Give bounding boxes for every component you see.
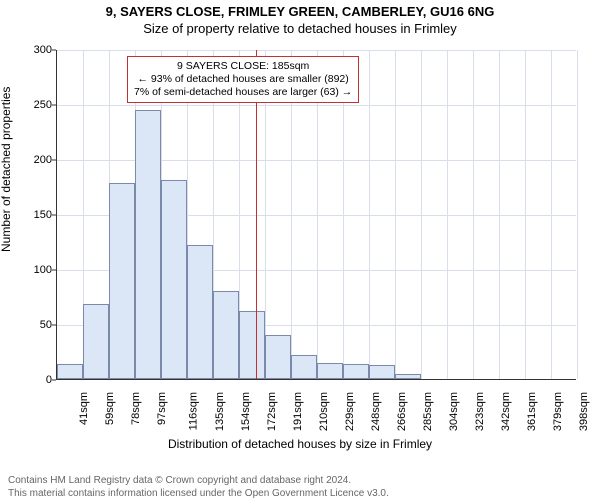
- y-tick-label: 200: [30, 154, 52, 166]
- x-tick-label: 78sqm: [130, 392, 142, 425]
- title-address: 9, SAYERS CLOSE, FRIMLEY GREEN, CAMBERLE…: [0, 4, 600, 19]
- y-tick-mark: [52, 380, 56, 381]
- histogram-bar: [343, 364, 369, 379]
- histogram-bar: [291, 355, 317, 379]
- histogram-bar: [369, 365, 395, 379]
- x-tick-label: 135sqm: [214, 392, 226, 431]
- y-tick-mark: [52, 215, 56, 216]
- x-tick-label: 361sqm: [526, 392, 538, 431]
- footer-attribution: Contains HM Land Registry data © Crown c…: [8, 475, 389, 500]
- gridline-v: [577, 50, 578, 379]
- x-tick-label: 41sqm: [78, 392, 90, 425]
- y-tick-label: 150: [30, 209, 52, 221]
- y-tick-mark: [52, 270, 56, 271]
- y-tick-label: 100: [30, 264, 52, 276]
- x-tick-label: 59sqm: [104, 392, 116, 425]
- y-tick-mark: [52, 50, 56, 51]
- gridline-v: [369, 50, 370, 379]
- chart-title-block: 9, SAYERS CLOSE, FRIMLEY GREEN, CAMBERLE…: [0, 4, 600, 36]
- histogram-bar: [395, 374, 421, 380]
- y-tick-label: 0: [30, 374, 52, 386]
- histogram-bar: [57, 364, 83, 379]
- gridline-v: [447, 50, 448, 379]
- x-tick-label: 191sqm: [292, 392, 304, 431]
- gridline-v: [551, 50, 552, 379]
- histogram-bar: [239, 311, 265, 379]
- x-tick-label: 285sqm: [422, 392, 434, 431]
- y-axis-label: Number of detached properties: [0, 87, 13, 252]
- x-tick-label: 304sqm: [448, 392, 460, 431]
- x-tick-label: 172sqm: [266, 392, 278, 431]
- x-tick-label: 398sqm: [578, 392, 590, 431]
- y-tick-mark: [52, 105, 56, 106]
- y-tick-label: 50: [30, 319, 52, 331]
- x-tick-label: 248sqm: [370, 392, 382, 431]
- annotation-line3: 7% of semi-detached houses are larger (6…: [134, 86, 352, 99]
- gridline-v: [525, 50, 526, 379]
- histogram-bar: [265, 335, 291, 379]
- y-tick-label: 250: [30, 99, 52, 111]
- histogram-bar: [213, 291, 239, 379]
- gridline-v: [473, 50, 474, 379]
- annotation-line1: 9 SAYERS CLOSE: 185sqm: [134, 60, 352, 73]
- footer-line2: This material contains information licen…: [8, 488, 389, 501]
- histogram-bar: [317, 363, 343, 380]
- histogram-bar: [135, 110, 161, 380]
- histogram-bar: [161, 180, 187, 379]
- y-tick-mark: [52, 160, 56, 161]
- annotation-line2: ← 93% of detached houses are smaller (89…: [134, 73, 352, 86]
- x-tick-label: 323sqm: [474, 392, 486, 431]
- x-tick-label: 97sqm: [156, 392, 168, 425]
- x-tick-label: 229sqm: [344, 392, 356, 431]
- y-tick-label: 300: [30, 44, 52, 56]
- gridline-v: [499, 50, 500, 379]
- histogram-bar: [109, 183, 135, 379]
- histogram-bar: [83, 304, 109, 379]
- histogram-bar: [187, 245, 213, 379]
- x-tick-label: 379sqm: [552, 392, 564, 431]
- annotation-box: 9 SAYERS CLOSE: 185sqm ← 93% of detached…: [127, 56, 359, 103]
- x-tick-label: 210sqm: [318, 392, 330, 431]
- plot-area: 9 SAYERS CLOSE: 185sqm ← 93% of detached…: [56, 50, 576, 380]
- gridline-v: [395, 50, 396, 379]
- y-tick-mark: [52, 325, 56, 326]
- footer-line1: Contains HM Land Registry data © Crown c…: [8, 475, 389, 488]
- x-axis-label: Distribution of detached houses by size …: [0, 437, 600, 451]
- gridline-v: [421, 50, 422, 379]
- x-tick-label: 342sqm: [500, 392, 512, 431]
- chart-area: Number of detached properties 9 SAYERS C…: [0, 42, 600, 462]
- x-tick-label: 154sqm: [240, 392, 252, 431]
- x-tick-label: 266sqm: [396, 392, 408, 431]
- x-tick-label: 116sqm: [187, 392, 199, 430]
- title-subtitle: Size of property relative to detached ho…: [0, 21, 600, 36]
